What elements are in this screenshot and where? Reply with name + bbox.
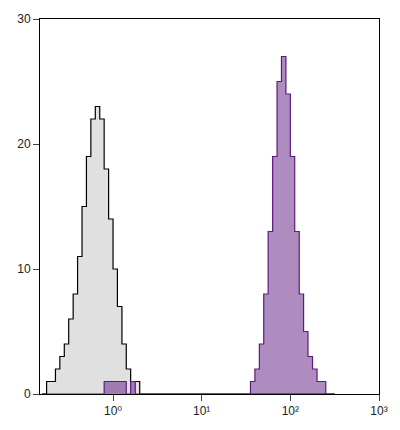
svg-text:20: 20 [17, 137, 31, 151]
svg-text:0: 0 [24, 387, 31, 401]
svg-text:10¹: 10¹ [193, 404, 210, 418]
svg-text:10²: 10² [282, 404, 299, 418]
svg-text:10⁰: 10⁰ [104, 404, 122, 418]
svg-text:10³: 10³ [370, 404, 387, 418]
svg-text:30: 30 [17, 12, 31, 26]
svg-text:10: 10 [17, 262, 31, 276]
